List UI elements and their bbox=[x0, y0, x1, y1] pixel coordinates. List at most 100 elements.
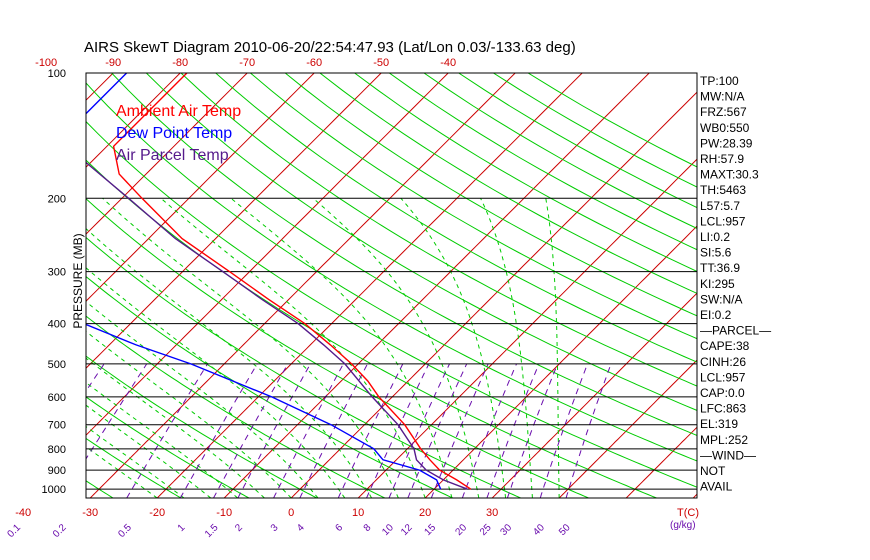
isotherm-line bbox=[424, 225, 697, 498]
dry-adiabat-line bbox=[86, 236, 521, 498]
temperature-tick-label: -40 bbox=[15, 507, 31, 519]
temperature-tick-label: -20 bbox=[149, 507, 165, 519]
mixing-ratio-label: 3 bbox=[269, 522, 281, 534]
sounding-index-item: EI:0.2 bbox=[700, 308, 732, 322]
dry-adiabat-line bbox=[423, 73, 697, 229]
mixing-ratio-line bbox=[366, 363, 430, 498]
temperature-tick-label: -30 bbox=[82, 507, 98, 519]
moist-adiabat-line bbox=[86, 404, 212, 498]
sounding-index-item: MAXT:30.3 bbox=[700, 168, 759, 182]
dry-adiabat-line bbox=[0, 73, 45, 498]
isotherm-line bbox=[86, 73, 114, 101]
mixing-ratio-line bbox=[179, 363, 258, 498]
dry-adiabat-line bbox=[215, 73, 697, 363]
sounding-index-item: —PARCEL— bbox=[700, 324, 771, 338]
top-temperature-tick-label: -80 bbox=[172, 57, 188, 69]
dry-adiabat-line bbox=[86, 437, 182, 498]
isotherm-line bbox=[357, 158, 697, 498]
temperature-tick-label: 0 bbox=[288, 507, 294, 519]
moist-adiabat-line bbox=[545, 198, 560, 498]
isotherm-line bbox=[290, 91, 697, 498]
sounding-index-item: LCL:957 bbox=[700, 370, 746, 384]
top-temperature-tick-label: -50 bbox=[373, 57, 389, 69]
mixing-ratio-label: 12 bbox=[399, 522, 415, 538]
temperature-tick-label: -10 bbox=[216, 507, 232, 519]
mixing-ratio-label: 30 bbox=[498, 522, 514, 538]
mixing-ratio-line bbox=[486, 363, 540, 498]
sounding-index-item: CAP:0.0 bbox=[700, 386, 745, 400]
mixing-ratio-unit-label: (g/kg) bbox=[670, 520, 696, 531]
dry-adiabat-line bbox=[86, 480, 114, 498]
isotherm-line bbox=[156, 73, 583, 498]
top-temperature-tick-label: -40 bbox=[440, 57, 456, 69]
dry-adiabat-line bbox=[86, 120, 697, 488]
mixing-ratio-label: 0.2 bbox=[51, 522, 69, 540]
dry-adiabat-line bbox=[284, 73, 697, 317]
pressure-tick-label: 100 bbox=[48, 68, 66, 80]
mixing-ratio-label: 10 bbox=[380, 522, 396, 538]
pressure-tick-label: 800 bbox=[48, 444, 66, 456]
dry-adiabat-line bbox=[86, 315, 386, 498]
mixing-ratio-label: 4 bbox=[295, 522, 307, 534]
dry-adiabat-line bbox=[389, 73, 697, 251]
dry-adiabat-line bbox=[86, 275, 454, 498]
dry-adiabat-line bbox=[86, 159, 657, 498]
dry-adiabat-line bbox=[86, 198, 589, 498]
sounding-index-item: L57:5.7 bbox=[700, 199, 740, 213]
legend-entry: Air Parcel Temp bbox=[116, 147, 229, 164]
top-temperature-tick-label: -60 bbox=[306, 57, 322, 69]
mixing-ratio-label: 2 bbox=[233, 522, 245, 534]
dry-adiabat-line bbox=[354, 73, 697, 272]
moist-adiabat-line bbox=[102, 197, 399, 498]
mixing-ratio-label: 1 bbox=[176, 522, 188, 534]
dry-adiabat-line bbox=[180, 73, 697, 387]
dry-adiabat-line bbox=[250, 73, 697, 340]
sounding-index-item: TP:100 bbox=[700, 74, 739, 88]
pressure-tick-label: 400 bbox=[48, 319, 66, 331]
sounding-index-item: MW:N/A bbox=[700, 90, 744, 104]
sounding-index-item: LFC:863 bbox=[700, 402, 746, 416]
temperature-tick-label: 20 bbox=[419, 507, 431, 519]
mixing-ratio-line bbox=[126, 363, 208, 498]
mixing-ratio-label: 6 bbox=[333, 522, 345, 534]
mixing-ratio-label: 1.5 bbox=[203, 522, 221, 540]
moist-adiabat-line bbox=[160, 197, 426, 498]
isotherm-line bbox=[491, 292, 697, 498]
moist-adiabat-line bbox=[86, 382, 238, 498]
sounding-index-item: SW:N/A bbox=[700, 292, 742, 306]
pressure-tick-label: 300 bbox=[48, 267, 66, 279]
pressure-tick-label: 500 bbox=[48, 359, 66, 371]
mixing-ratio-label: 40 bbox=[531, 522, 547, 538]
sounding-index-item: PW:28.39 bbox=[700, 136, 753, 150]
top-temperature-tick-label: -90 bbox=[105, 57, 121, 69]
sounding-index-item: MPL:252 bbox=[700, 433, 748, 447]
legend-entry: Dew Point Temp bbox=[116, 125, 232, 142]
sounding-index-item: SI:5.6 bbox=[700, 246, 732, 260]
mixing-ratio-line bbox=[430, 363, 489, 498]
mixing-ratio-label: 8 bbox=[362, 522, 374, 534]
mixing-ratio-line bbox=[565, 363, 612, 498]
pressure-tick-label: 200 bbox=[48, 193, 66, 205]
moist-adiabat-line bbox=[86, 300, 319, 498]
plot-frame bbox=[85, 72, 698, 499]
y-axis-label: PRESSURE (MB) bbox=[71, 233, 85, 328]
isotherm-line bbox=[558, 359, 697, 498]
isotherm-line bbox=[86, 73, 315, 302]
dry-adiabat-line bbox=[145, 73, 697, 411]
sounding-index-item: KI:295 bbox=[700, 277, 735, 291]
mixing-ratio-line bbox=[273, 363, 344, 498]
mixing-ratio-label: 50 bbox=[557, 522, 573, 538]
sounding-index-item: —WIND— bbox=[700, 448, 756, 462]
pressure-tick-label: 700 bbox=[48, 420, 66, 432]
pressure-tick-label: 1000 bbox=[42, 484, 66, 496]
dry-adiabat-line bbox=[319, 73, 697, 294]
sounding-index-item: CINH:26 bbox=[700, 355, 746, 369]
isotherm-line bbox=[86, 73, 449, 436]
sounding-index-item: EL:319 bbox=[700, 417, 738, 431]
sounding-index-item: TT:36.9 bbox=[700, 261, 740, 275]
sounding-index-item: NOT bbox=[700, 464, 726, 478]
moist-adiabat-line bbox=[230, 197, 453, 498]
moist-adiabat-line bbox=[312, 197, 480, 498]
isotherm-line bbox=[0, 73, 46, 498]
